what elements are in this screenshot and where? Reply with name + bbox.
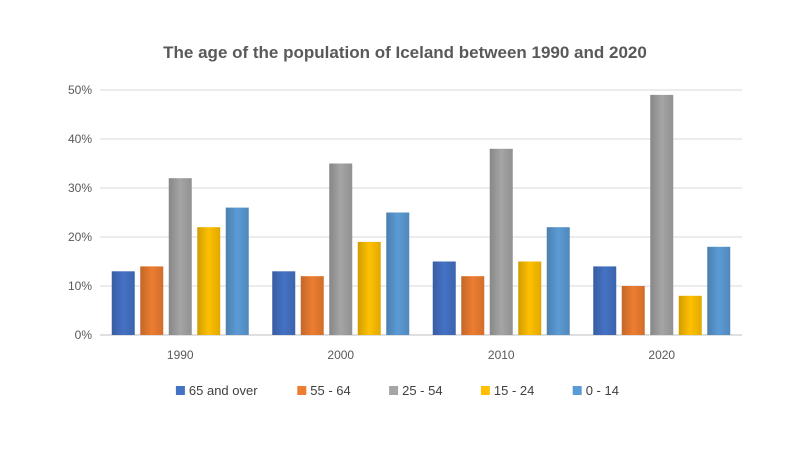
legend: 65 and over 55 - 64 25 - 54 15 - 24 0 - 14 — [175, 383, 619, 398]
bar — [386, 212, 410, 335]
legend-label: 25 - 54 — [402, 383, 442, 398]
bar — [432, 261, 456, 335]
y-tick-label: 20% — [68, 230, 92, 244]
x-axis-ticks: 1990 2000 2010 2020 — [167, 348, 676, 362]
bar — [593, 266, 617, 335]
x-tick-label: 2010 — [488, 348, 515, 362]
bar — [111, 271, 135, 335]
bar — [707, 246, 731, 335]
y-tick-label: 0% — [75, 328, 93, 342]
bar — [461, 276, 485, 335]
legend-label: 65 and over — [189, 383, 258, 398]
chart-title: The age of the population of Iceland bet… — [163, 43, 647, 62]
legend-label: 55 - 64 — [310, 383, 350, 398]
bar — [489, 148, 513, 335]
legend-swatch — [389, 386, 399, 395]
legend-label: 0 - 14 — [586, 383, 619, 398]
bar — [650, 94, 674, 336]
y-tick-label: 40% — [68, 132, 92, 146]
x-tick-label: 2000 — [327, 348, 354, 362]
gridlines — [100, 89, 742, 336]
bar — [329, 163, 353, 335]
legend-swatch — [297, 386, 307, 395]
bars — [111, 94, 731, 336]
bar — [621, 286, 645, 335]
bar — [168, 178, 192, 335]
legend-label: 15 - 24 — [494, 383, 534, 398]
bar — [518, 261, 542, 335]
y-tick-label: 30% — [68, 181, 92, 195]
bar — [300, 276, 324, 335]
bar — [140, 266, 164, 335]
x-tick-label: 1990 — [167, 348, 194, 362]
y-tick-label: 50% — [68, 83, 92, 97]
bar — [197, 227, 221, 335]
bar — [225, 207, 249, 335]
legend-swatch — [572, 386, 582, 395]
y-axis-ticks: 0% 10% 20% 30% 40% 50% — [68, 83, 92, 342]
bar — [678, 295, 702, 335]
bar — [546, 227, 570, 335]
legend-swatch — [175, 386, 185, 395]
bar — [272, 271, 296, 335]
x-tick-label: 2020 — [648, 348, 675, 362]
bar — [357, 241, 381, 335]
legend-swatch — [480, 386, 490, 395]
y-tick-label: 10% — [68, 279, 92, 293]
